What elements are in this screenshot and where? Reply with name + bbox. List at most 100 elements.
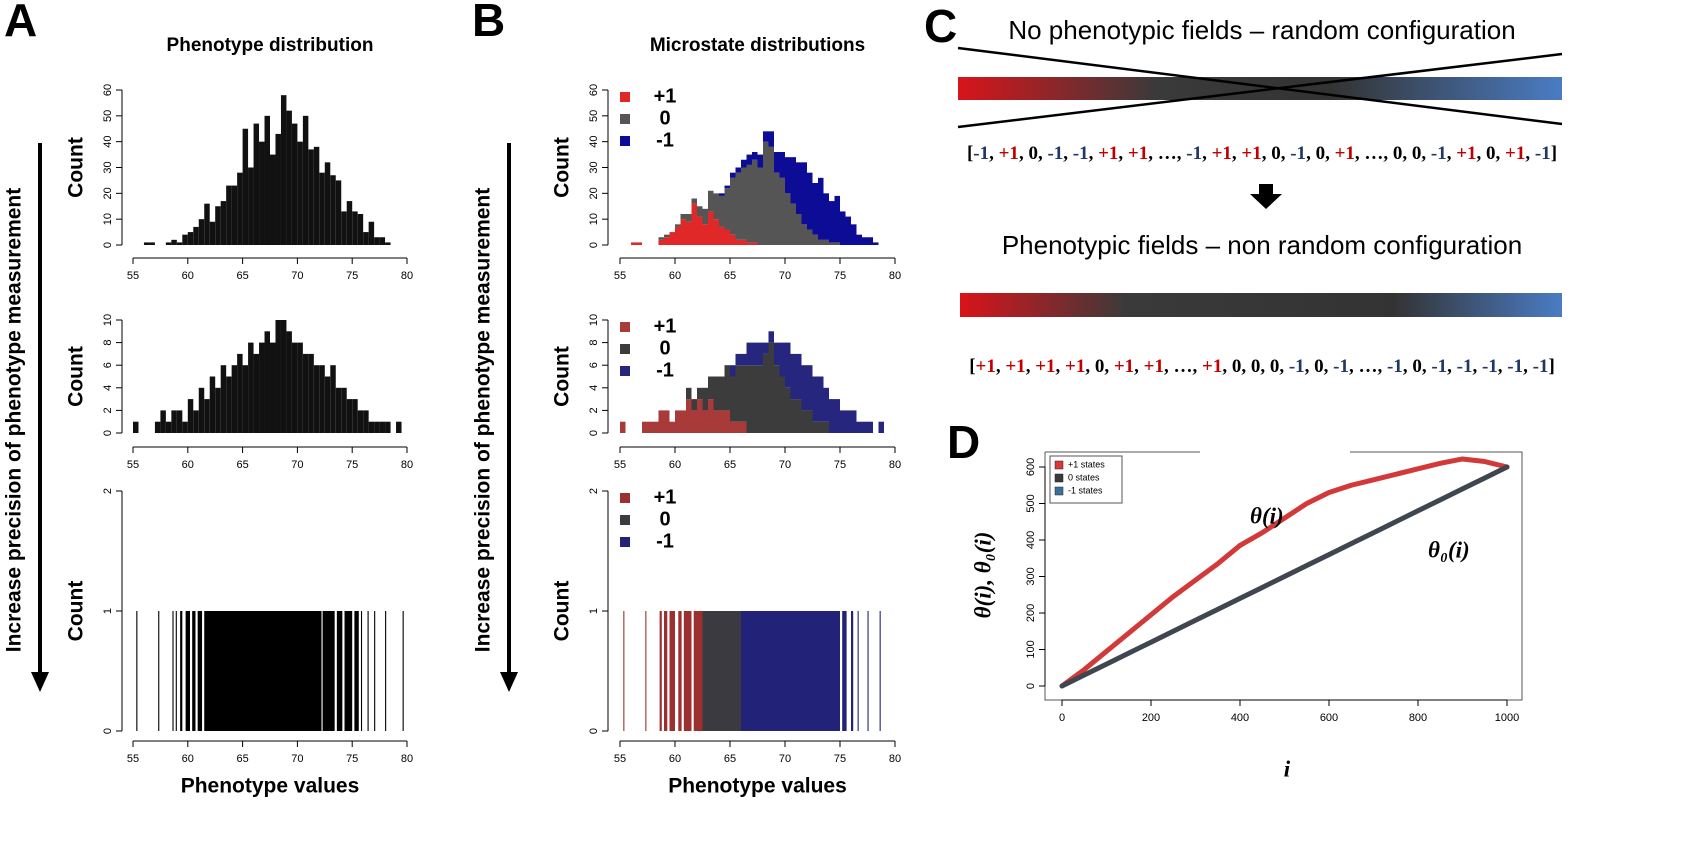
histogram-bar — [215, 387, 221, 433]
x-tick-label: 0 — [1059, 712, 1065, 724]
histogram-bar — [176, 410, 183, 433]
state-token: -1 — [1186, 143, 1202, 164]
x-tick-label: 60 — [182, 459, 194, 471]
histogram-bar — [193, 226, 199, 245]
x-tick-label: 75 — [834, 753, 846, 765]
histogram-bar — [746, 242, 752, 245]
state-token: 0 — [1095, 356, 1105, 377]
panel-c-title: No phenotypic fields – random configurat… — [1008, 15, 1515, 45]
separator: , — [1148, 143, 1158, 164]
histogram-bar — [686, 387, 692, 400]
state-token: -1 — [1482, 356, 1498, 377]
histogram-bar — [796, 214, 802, 245]
histogram-bar — [264, 331, 270, 433]
histogram-bar — [796, 399, 802, 433]
state-token: +1 — [1144, 356, 1164, 377]
y-tick-label: 0 — [588, 728, 600, 734]
y-tick-label: 8 — [588, 340, 600, 346]
histogram-bar — [719, 195, 725, 227]
separator: , — [1422, 356, 1432, 377]
histogram-bar — [790, 353, 796, 400]
legend-swatch — [620, 366, 630, 376]
histogram-bar — [697, 387, 703, 400]
arrow-head — [500, 672, 518, 692]
histogram-bar — [735, 421, 741, 433]
histogram-bar — [341, 211, 347, 245]
histogram-bar — [215, 206, 221, 245]
histogram-bar — [204, 611, 322, 731]
y-axis-label: θ(i), θ₀(i) — [970, 532, 995, 619]
legend-label: +1 — [654, 486, 677, 508]
x-tick-label: 80 — [889, 270, 901, 282]
histogram-bar — [724, 188, 730, 230]
cross-line — [957, 46, 1563, 126]
histogram-bar — [840, 410, 846, 433]
histogram-bar — [741, 421, 747, 433]
histogram-bar — [270, 342, 276, 433]
histogram-bar — [823, 239, 829, 245]
separator: , — [1193, 356, 1203, 377]
state-token: -1 — [1290, 143, 1306, 164]
x-tick-label: 70 — [291, 459, 303, 471]
x-tick-label: 70 — [779, 270, 791, 282]
histogram-bar — [143, 242, 150, 245]
histogram-bar — [192, 611, 196, 731]
x-tick-label: 65 — [236, 459, 248, 471]
x-tick-label: 75 — [346, 459, 358, 471]
legend-label: -1 states — [1068, 485, 1103, 495]
legend-label: +1 — [654, 85, 677, 107]
histogram-bar — [185, 611, 190, 731]
y-axis-label: Count — [551, 346, 574, 407]
histogram-bar — [133, 421, 139, 433]
y-tick-label: 10 — [102, 314, 114, 326]
histogram-bar — [220, 201, 227, 245]
y-tick-label: 20 — [102, 187, 114, 199]
histogram-bar — [829, 201, 835, 243]
histogram-bar — [834, 399, 840, 433]
histogram-bar — [280, 320, 287, 433]
histogram-bar — [752, 159, 758, 243]
state-token: -1 — [1457, 356, 1473, 377]
histogram-bar — [158, 611, 160, 731]
legend-swatch — [620, 114, 630, 124]
separator: , — [1477, 143, 1487, 164]
histogram-bar — [713, 193, 719, 220]
state-token: 0 — [1314, 356, 1324, 377]
cross-line — [957, 52, 1563, 129]
x-tick-label: 60 — [182, 270, 194, 282]
x-tick-label: 70 — [779, 753, 791, 765]
y-tick-label: 600 — [1025, 458, 1037, 476]
separator: , — [1279, 356, 1289, 377]
histogram-bar — [752, 342, 758, 366]
sequence-random: [-1, +1, 0, -1, -1, +1, +1, …, -1, +1, +… — [967, 143, 1557, 164]
x-tick-label: 65 — [236, 270, 248, 282]
histogram-bar — [297, 141, 303, 245]
legend-swatch — [620, 92, 630, 102]
histogram-bar — [653, 421, 659, 433]
histogram-bar — [198, 387, 205, 433]
histogram-bar — [785, 342, 791, 388]
sequence-nonrandom: [+1, +1, +1, +1, 0, +1, +1, …, +1, 0, 0,… — [969, 356, 1555, 377]
histogram-bar — [879, 611, 881, 731]
histogram-bar — [801, 410, 807, 433]
y-tick-label: 30 — [102, 161, 114, 173]
histogram-bar — [867, 421, 873, 433]
x-tick-label: 70 — [291, 270, 303, 282]
histogram-bar — [829, 242, 835, 245]
histogram-bar — [324, 376, 331, 433]
histogram-bar — [344, 611, 353, 731]
histogram-bar — [812, 183, 818, 235]
separator: , — [1232, 143, 1242, 164]
histogram-bar — [308, 353, 314, 433]
histogram-bar — [856, 234, 862, 245]
histogram-bar — [763, 353, 769, 433]
histogram-bar — [719, 376, 725, 411]
histogram-bar — [763, 141, 769, 245]
x-tick-label: 1000 — [1495, 712, 1519, 724]
y-tick-label: 60 — [588, 84, 600, 96]
x-tick-label: 75 — [346, 753, 358, 765]
histogram-bar — [335, 387, 342, 433]
histogram-bar — [297, 342, 303, 433]
separator: , — [1089, 143, 1099, 164]
x-tick-label: 65 — [724, 459, 736, 471]
